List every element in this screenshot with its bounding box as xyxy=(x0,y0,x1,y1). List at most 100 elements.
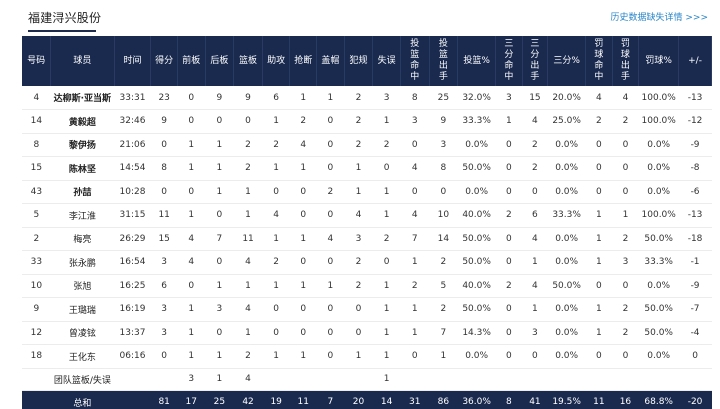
stat-cell: 1 xyxy=(585,321,613,345)
table-row[interactable]: 4 达柳斯·亚当斯 33:31 23 0 9 9 6 1 1 2 3 8 25 32.0% 3 15 20.0% 4… xyxy=(22,86,712,110)
player-name: 黎伊扬 xyxy=(50,133,115,157)
table-row[interactable]: 8 黎伊扬 21:06 0 1 1 2 2 4 0 2 2 0 3 0.0% 0 2 0.0% 0 0 0.0% -9 xyxy=(22,133,712,157)
stat-cell: 0.0% xyxy=(547,250,586,275)
player-name: 王璐瑞 xyxy=(50,297,115,322)
stat-cell: 14 xyxy=(372,390,401,409)
stat-cell: 86 xyxy=(429,390,458,409)
stat-cell: 11 xyxy=(585,390,613,409)
table-row[interactable]: 43 孙喆 10:28 0 0 1 1 0 0 2 1 1 0 0 0.0% 0 0 0.0% 0 0 0.0% -6 xyxy=(22,180,712,204)
stat-cell: 6 xyxy=(150,274,178,298)
stat-cell: 0 xyxy=(522,344,548,369)
stat-cell: 2 xyxy=(233,344,263,369)
stat-cell: 4 xyxy=(233,297,263,322)
stat-cell: 1 xyxy=(400,321,430,345)
stat-cell: 2 xyxy=(344,274,373,298)
stat-cell: 4 xyxy=(316,227,345,251)
stat-cell: 9 xyxy=(233,86,263,110)
stat-cell: 0 xyxy=(177,109,206,134)
stat-cell: 4 xyxy=(177,227,206,251)
stat-cell: 2 xyxy=(289,109,317,134)
stat-cell: 2 xyxy=(495,274,523,298)
stat-cell: 0 xyxy=(612,344,639,369)
stat-cell: 4 xyxy=(233,250,263,275)
table-body: 4 达柳斯·亚当斯 33:31 23 0 9 9 6 1 1 2 3 8 25 32.0% 3 15 20.0% 4… xyxy=(22,86,712,409)
stat-cell: 15 xyxy=(22,156,51,181)
stat-cell: 1 xyxy=(177,297,206,322)
table-row[interactable]: 9 王璐瑞 16:19 3 1 3 4 0 0 0 0 1 1 2 50.0% 0 1 0.0% 1 2 50.0% -7 xyxy=(22,297,712,322)
stat-cell: 100.0% xyxy=(638,86,679,110)
stat-cell: 4 xyxy=(612,86,639,110)
stat-cell: 31:15 xyxy=(114,203,151,228)
stat-cell: 1 xyxy=(205,274,234,298)
stat-cell: 1 xyxy=(372,203,401,228)
stat-cell: 3 xyxy=(372,86,401,110)
stat-cell: 2 xyxy=(612,109,639,134)
stat-cell: 2 xyxy=(344,86,373,110)
stat-cell: 3 xyxy=(400,109,430,134)
stat-cell: 9 xyxy=(150,109,178,134)
stat-cell xyxy=(262,368,290,391)
stat-cell: 0 xyxy=(316,344,345,369)
stat-cell xyxy=(495,368,523,391)
stat-cell: 0 xyxy=(262,180,290,204)
table-row[interactable]: 15 陈林坚 14:54 8 1 1 2 1 1 0 1 0 4 8 50.0% 0 2 0.0% 0 0 0.0% -8 xyxy=(22,156,712,181)
stat-cell: 0 xyxy=(495,133,523,157)
table-row[interactable]: 2 梅亮 26:29 15 4 7 11 1 1 4 3 2 7 14 50.0% 0 4 0.0% 1 2 50.0%… xyxy=(22,227,712,251)
stat-cell: 0 xyxy=(495,156,523,181)
stat-cell: 4 xyxy=(177,250,206,275)
stat-cell: 0 xyxy=(585,180,613,204)
stat-cell: 14.3% xyxy=(457,321,496,345)
stat-cell: 0 xyxy=(262,297,290,322)
stat-cell: 0 xyxy=(522,180,548,204)
column-header: 罚球% xyxy=(638,36,680,86)
stat-cell: 0 xyxy=(316,297,345,322)
stat-cell: 1 xyxy=(316,86,345,110)
stat-cell: 13:37 xyxy=(114,321,151,345)
stat-cell: 10 xyxy=(22,274,51,298)
table-row[interactable]: 14 黄毅超 32:46 9 0 0 0 1 2 0 2 1 3 9 33.3% 1 4 25.0% 2 2 100.0… xyxy=(22,109,712,134)
stat-cell: 1 xyxy=(372,297,401,322)
stat-cell: 0.0% xyxy=(547,344,586,369)
stat-cell: 50.0% xyxy=(457,227,496,251)
stat-cell: 3 xyxy=(522,321,548,345)
stat-cell: 40.0% xyxy=(457,203,496,228)
player-name: 张旭 xyxy=(50,274,115,298)
stat-cell: 0 xyxy=(150,344,178,369)
stat-cell: 0 xyxy=(177,86,206,110)
stat-cell: 1 xyxy=(316,274,345,298)
stat-cell: 0.0% xyxy=(547,321,586,345)
stat-cell: 0.0% xyxy=(638,274,679,298)
stat-cell: 1 xyxy=(372,274,401,298)
stat-cell: 2 xyxy=(612,227,639,251)
stat-cell: 20 xyxy=(344,390,373,409)
stat-cell: 4 xyxy=(522,109,548,134)
stat-cell: -13 xyxy=(678,86,712,110)
stat-cell: 1 xyxy=(400,297,430,322)
history-data-link[interactable]: 历史数据缺失详情 >>> xyxy=(610,13,708,23)
stat-cell xyxy=(114,368,151,391)
table-row[interactable]: 5 李江淮 31:15 11 1 0 1 4 0 0 4 1 4 10 40.0% 2 6 33.3% 1 1 100.… xyxy=(22,203,712,228)
team-tab[interactable]: 福建浔兴股份 xyxy=(28,11,102,25)
stat-cell: 33:31 xyxy=(114,86,151,110)
stat-cell: 7 xyxy=(400,227,430,251)
column-header: 投篮% xyxy=(457,36,497,86)
stat-cell: 0 xyxy=(400,133,430,157)
table-row[interactable]: 10 张旭 16:25 6 0 1 1 1 1 1 2 1 2 5 40.0% 2 4 50.0% 0 0 0.0% -9 xyxy=(22,274,712,298)
stat-cell: 50.0% xyxy=(457,250,496,275)
table-row[interactable]: 18 王化东 06:16 0 1 1 2 1 1 0 1 1 0 1 0.0% 0 0 0.0% 0 0 0.0% 0 xyxy=(22,344,712,369)
stat-cell: 0.0% xyxy=(638,344,679,369)
stat-cell: 16:54 xyxy=(114,250,151,275)
stat-cell: 3 xyxy=(612,250,639,275)
stat-cell: 1 xyxy=(372,321,401,345)
table-row[interactable]: 12 曾凌铉 13:37 3 1 0 1 0 0 0 0 1 1 7 14.3% 0 3 0.0% 1 2 50.0% -… xyxy=(22,321,712,345)
stat-cell: 1 xyxy=(233,274,263,298)
stat-cell: 1 xyxy=(233,203,263,228)
top-bar: 福建浔兴股份 历史数据缺失详情 >>> xyxy=(0,0,720,34)
stat-cell: 0 xyxy=(344,321,373,345)
stat-cell xyxy=(114,390,151,409)
stat-cell: 3 xyxy=(344,227,373,251)
table-header-row: 号码 球员 时间 得分 前板 后板 篮板 助攻 抢断 盖帽 犯规 失误投篮命中投篮出手投篮% 三分命中三… xyxy=(22,36,712,86)
stat-cell: 4 xyxy=(400,156,430,181)
stat-cell: 26:29 xyxy=(114,227,151,251)
table-row[interactable]: 33 张永鹏 16:54 3 4 0 4 2 0 0 2 0 1 2 50.0% 0 1 0.0% 1 3 33.3% -… xyxy=(22,250,712,275)
